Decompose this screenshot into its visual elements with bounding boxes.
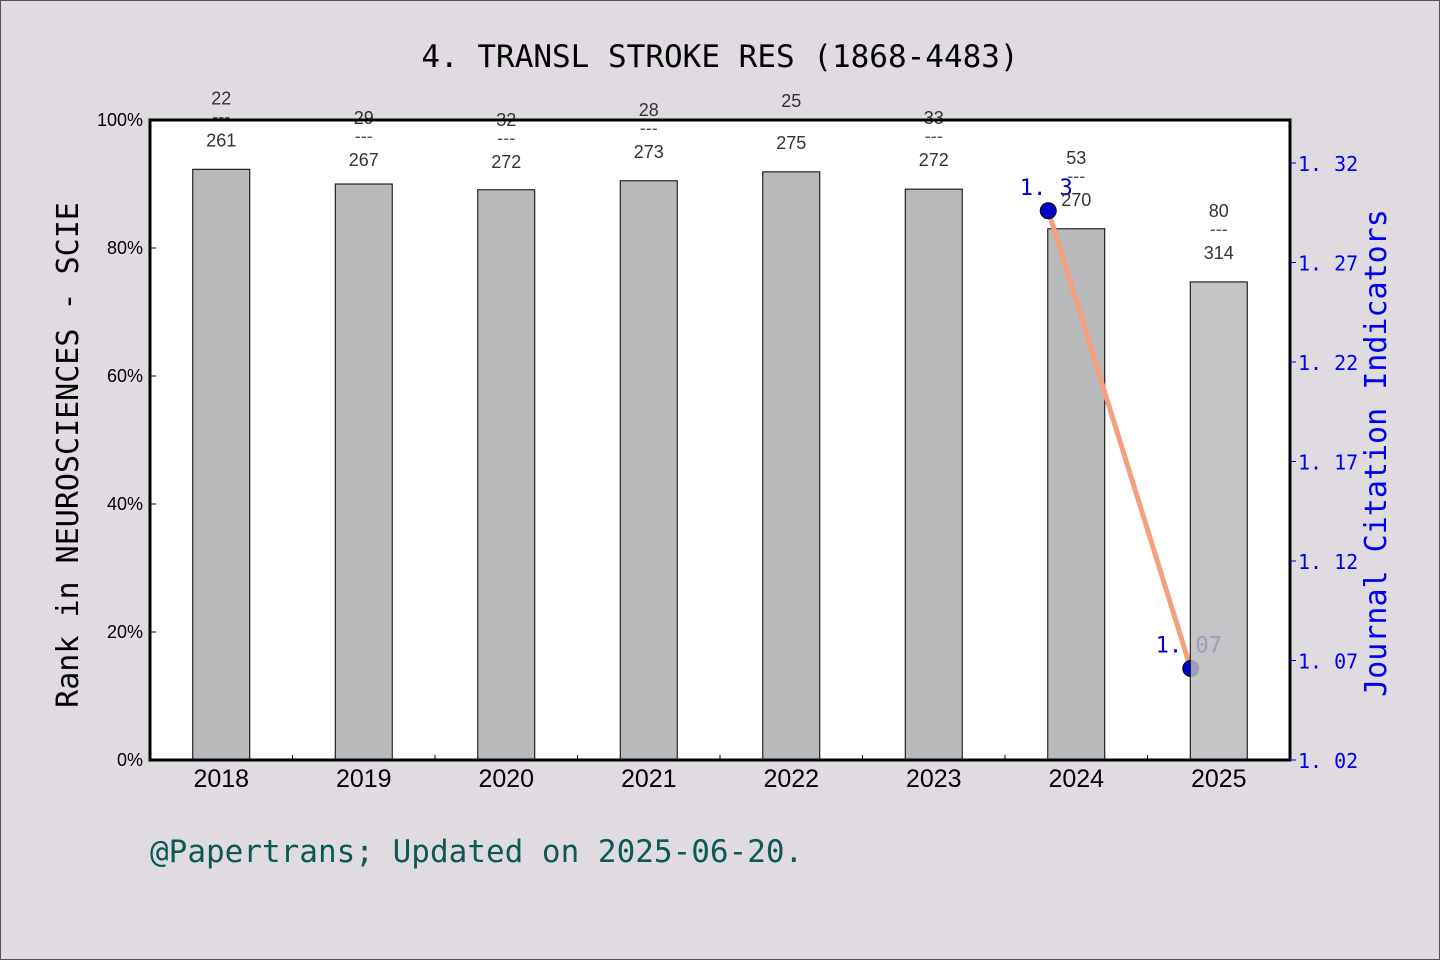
bars — [192, 168, 1106, 761]
svg-text:---: --- — [1210, 219, 1228, 239]
x-tick-label: 2020 — [478, 765, 534, 793]
y-right-tick-label: 1. 12 — [1298, 550, 1358, 574]
bar-2020 — [477, 189, 536, 761]
jci-label-2024: 1. 3 — [1020, 176, 1073, 201]
svg-text:---: --- — [925, 126, 943, 146]
bar-label-2025: 80--- 314 — [1204, 201, 1234, 263]
title-text: 4. TRANSL STROKE RES (1868-4483) — [421, 39, 1018, 75]
svg-text:261: 261 — [206, 130, 236, 150]
svg-text:33: 33 — [924, 108, 944, 128]
axes: 0% 20% 40% 60% 80% 100% 2018 2019 2020 2021 2022 20… — [51, 110, 1394, 793]
y-right-tick-label: 1. 27 — [1298, 252, 1358, 276]
x-tick-label: 2019 — [336, 765, 392, 793]
svg-text:53: 53 — [1066, 148, 1086, 168]
chart-title: 4. TRANSL STROKE RES (1868-4483) — [421, 39, 1018, 75]
x-tick-label: 2023 — [906, 765, 962, 793]
svg-text:29: 29 — [354, 108, 374, 128]
y-right-tick-label: 1. 32 — [1298, 152, 1358, 176]
bar-2024 — [1047, 228, 1106, 761]
y-right-tick-label: 1. 22 — [1298, 351, 1358, 375]
y-tick-label: 100% — [97, 110, 143, 130]
svg-text:28: 28 — [639, 100, 659, 120]
bar-label-2023: 33--- 272 — [919, 108, 949, 170]
x-tick-label: 2022 — [763, 765, 819, 793]
svg-text:22: 22 — [211, 88, 231, 108]
y-tick-label: 40% — [107, 494, 143, 514]
bar-2022 — [762, 171, 821, 761]
svg-text:80: 80 — [1209, 201, 1229, 221]
svg-text:272: 272 — [919, 150, 949, 170]
svg-text:272: 272 — [491, 152, 521, 172]
svg-text:---: --- — [497, 128, 515, 148]
y-axis-title: Rank in NEUROSCIENCES - SCIE — [51, 202, 86, 708]
svg-text:---: --- — [212, 106, 230, 126]
svg-text:---: --- — [640, 118, 658, 138]
svg-text:273: 273 — [634, 142, 664, 162]
jci-line-path — [1045, 210, 1194, 670]
bar-label-2019: 29--- 267 — [349, 108, 379, 170]
svg-text:267: 267 — [349, 150, 379, 170]
x-tick-label: 2025 — [1191, 765, 1247, 793]
y-right-tick-label: 1. 17 — [1298, 451, 1358, 475]
x-tick-label: 2018 — [193, 765, 249, 793]
svg-text:---: --- — [355, 126, 373, 146]
svg-text:275: 275 — [776, 133, 806, 153]
svg-text:---: --- — [1067, 166, 1085, 186]
bar-2018 — [192, 168, 251, 761]
footer-credit: @Papertrans; Updated on 2025-06-20. — [150, 834, 804, 870]
bar-label-2020: 32---272 — [491, 110, 521, 172]
svg-text:25: 25 — [781, 91, 801, 111]
y-right-tick-label: 1. 07 — [1298, 650, 1358, 674]
y-right-tick-label: 1. 02 — [1298, 749, 1358, 773]
bar-2025 — [1189, 281, 1248, 761]
bar-label-2021: 28--- 273 — [634, 100, 664, 162]
x-tick-label: 2021 — [621, 765, 677, 793]
bar-label-2024: 53--- 270 — [1061, 148, 1091, 210]
y-tick-label: 60% — [107, 366, 143, 386]
bar-2019 — [334, 183, 393, 761]
y-tick-label: 20% — [107, 622, 143, 642]
x-tick-label: 2024 — [1048, 765, 1104, 793]
y-tick-label: 80% — [107, 238, 143, 258]
bars-overlay — [1189, 281, 1248, 761]
y-right-axis-title: Journal Citation Indicators — [1359, 209, 1394, 697]
bar-2023 — [904, 188, 963, 761]
svg-text:270: 270 — [1061, 190, 1091, 210]
bar-2021 — [619, 180, 678, 761]
jci-point-2024 — [1039, 202, 1057, 220]
svg-text:314: 314 — [1204, 243, 1234, 263]
y-tick-label: 0% — [117, 750, 143, 770]
bar-label-2022: 25 275 — [776, 91, 806, 153]
